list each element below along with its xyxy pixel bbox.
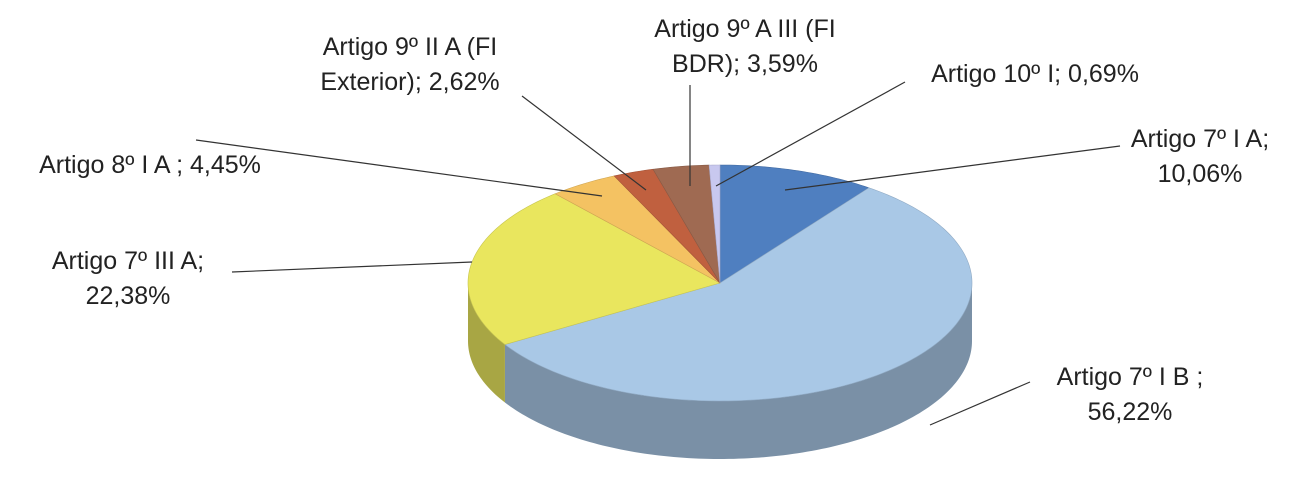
leader-line <box>929 381 1031 426</box>
data-label: Artigo 10º I; 0,69% <box>931 60 1139 88</box>
data-label: Artigo 7º I B ; 56,22% <box>1057 363 1204 426</box>
data-label: Artigo 7º I A; 10,06% <box>1131 125 1269 188</box>
data-label-line: Artigo 7º I A; <box>1131 125 1269 153</box>
slice <box>708 164 721 284</box>
slice <box>504 187 973 402</box>
data-label-line: 10,06% <box>1158 160 1243 188</box>
data-label: Artigo 9º A III (FI BDR); 3,59% <box>654 15 835 78</box>
data-label-line: Artigo 9º II A (FI <box>323 33 497 61</box>
leader-line <box>784 145 1121 191</box>
data-label-line: 56,22% <box>1088 398 1173 426</box>
data-label-line: Artigo 7º III A; <box>52 247 204 275</box>
data-label: Artigo 8º I A ; 4,45% <box>39 151 261 179</box>
slice-side <box>468 283 505 403</box>
pie-sides <box>468 283 972 459</box>
leader-line <box>231 261 473 273</box>
data-label-line: BDR); 3,59% <box>672 50 818 78</box>
data-label-line: Artigo 9º A III (FI <box>654 15 835 43</box>
data-label-line: 22,38% <box>86 282 171 310</box>
slice <box>467 193 721 345</box>
slice <box>613 168 721 284</box>
data-label-line: Artigo 7º I B ; <box>1057 363 1204 391</box>
slice <box>652 164 721 284</box>
data-label-line: Exterior); 2,62% <box>320 68 499 96</box>
slice-side <box>504 283 972 459</box>
leader-line <box>715 81 906 187</box>
data-label-line: Artigo 10º I; 0,69% <box>931 60 1139 88</box>
leader-line <box>195 139 603 197</box>
data-label: Artigo 7º III A; 22,38% <box>52 247 204 310</box>
leader-line <box>521 95 647 191</box>
data-label-line: Artigo 8º I A ; 4,45% <box>39 151 261 179</box>
slice <box>554 175 721 284</box>
data-label: Artigo 9º II A (FI Exterior); 2,62% <box>320 33 499 96</box>
